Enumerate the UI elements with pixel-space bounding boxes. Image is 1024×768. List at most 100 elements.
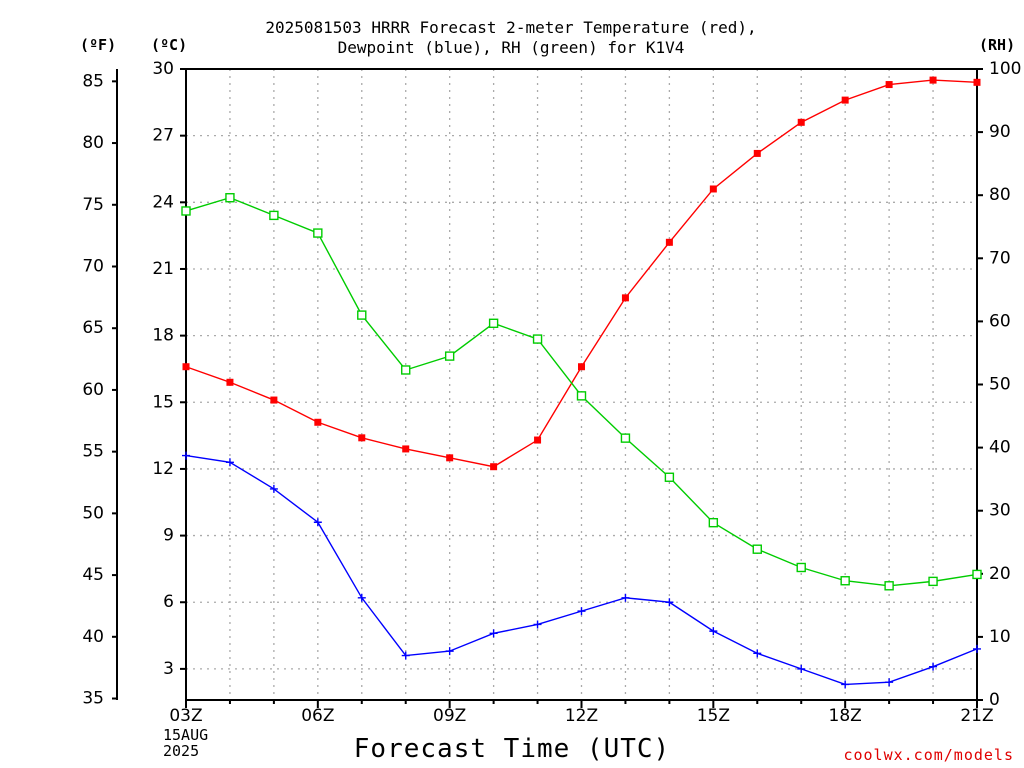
x-tick-label: 06Z xyxy=(301,706,334,726)
dewpoint-point xyxy=(313,518,322,527)
temperature-point xyxy=(885,81,893,89)
temperature-point xyxy=(841,96,849,104)
temperature-point xyxy=(182,363,190,371)
dewpoint-point xyxy=(225,458,234,467)
rh-tick-label: 40 xyxy=(989,438,1011,458)
fahrenheit-tick-label: 35 xyxy=(82,689,104,709)
temperature-point xyxy=(490,463,498,471)
dewpoint-point xyxy=(753,649,762,658)
rh-point xyxy=(752,544,762,554)
celsius-axis-unit: (ºC) xyxy=(151,36,188,54)
rh-point xyxy=(488,318,499,328)
temperature-point xyxy=(402,445,410,453)
x-tick-label: 09Z xyxy=(433,706,466,726)
rh-point xyxy=(181,206,191,216)
fahrenheit-tick-label: 80 xyxy=(82,133,104,153)
temperature-point xyxy=(621,294,629,302)
temperature-point xyxy=(358,434,366,442)
temperature-point xyxy=(709,185,717,193)
fahrenheit-tick-label: 45 xyxy=(82,565,104,585)
x-tick-label: 21Z xyxy=(960,706,993,726)
rh-point xyxy=(972,569,982,580)
x-tick-label: 12Z xyxy=(565,706,598,726)
celsius-tick-label: 18 xyxy=(152,326,174,346)
dewpoint-point xyxy=(797,664,806,673)
dewpoint-point xyxy=(709,627,718,636)
dewpoint-point xyxy=(269,484,278,493)
temperature-point xyxy=(753,149,761,157)
rh-tick-label: 10 xyxy=(989,627,1011,647)
celsius-tick-label: 27 xyxy=(152,126,174,146)
rh-point xyxy=(620,433,631,443)
rh-tick-label: 60 xyxy=(989,311,1011,331)
date-label-year: 2025 xyxy=(163,742,200,760)
celsius-tick-label: 6 xyxy=(163,592,174,612)
celsius-tick-label: 24 xyxy=(152,192,174,212)
rh-point xyxy=(928,576,938,587)
fahrenheit-tick-label: 55 xyxy=(82,442,104,462)
dewpoint-point xyxy=(973,644,981,653)
x-axis-title: Forecast Time (UTC) xyxy=(353,734,671,764)
rh-tick-label: 20 xyxy=(989,564,1011,584)
rh-tick-label: 90 xyxy=(989,122,1011,142)
fahrenheit-tick-label: 85 xyxy=(82,71,104,91)
rh-axis-unit: (RH) xyxy=(979,36,1016,54)
rh-point xyxy=(796,562,806,573)
temperature-point xyxy=(929,76,937,84)
rh-point xyxy=(532,334,543,344)
celsius-tick-label: 3 xyxy=(163,659,174,679)
temperature-point xyxy=(665,238,673,246)
dewpoint-point xyxy=(445,647,454,656)
x-tick-label: 03Z xyxy=(169,706,202,726)
rh-point xyxy=(576,391,587,401)
fahrenheit-tick-label: 65 xyxy=(82,318,104,338)
celsius-tick-label: 15 xyxy=(152,392,174,412)
dewpoint-point xyxy=(489,629,498,638)
dewpoint-point xyxy=(929,662,938,671)
dewpoint-point xyxy=(885,678,894,687)
temperature-point xyxy=(797,118,805,126)
celsius-tick-label: 9 xyxy=(163,526,174,546)
dewpoint-point xyxy=(357,593,366,602)
rh-point xyxy=(269,210,279,221)
temperature-point xyxy=(534,436,542,444)
dewpoint-point xyxy=(577,607,586,616)
credit-text: coolwx.com/models xyxy=(843,746,1014,764)
fahrenheit-axis-unit: (ºF) xyxy=(80,36,117,54)
rh-tick-label: 0 xyxy=(989,690,1000,710)
rh-point xyxy=(225,193,235,203)
rh-tick-label: 70 xyxy=(989,248,1011,268)
dewpoint-point xyxy=(533,620,542,629)
fahrenheit-tick-label: 60 xyxy=(82,380,104,400)
temperature-point xyxy=(973,78,981,86)
dewpoint-point xyxy=(401,651,410,660)
temperature-point xyxy=(226,378,234,386)
temperature-point xyxy=(314,418,322,426)
rh-point xyxy=(840,576,850,586)
dewpoint-point xyxy=(665,598,674,607)
rh-point xyxy=(401,365,411,375)
fahrenheit-tick-label: 50 xyxy=(82,503,104,523)
celsius-tick-label: 21 xyxy=(152,259,174,279)
rh-point xyxy=(664,472,675,482)
x-tick-label: 15Z xyxy=(697,706,730,726)
rh-point xyxy=(884,581,894,591)
rh-tick-label: 80 xyxy=(989,185,1011,205)
rh-tick-label: 50 xyxy=(989,375,1011,395)
rh-point xyxy=(708,517,719,528)
rh-point xyxy=(444,351,455,361)
temperature-point xyxy=(578,363,585,371)
celsius-tick-label: 30 xyxy=(152,59,174,79)
temperature-point xyxy=(270,396,278,404)
rh-point xyxy=(357,310,367,320)
dewpoint-point xyxy=(841,680,850,689)
dewpoint-point xyxy=(621,593,630,602)
fahrenheit-tick-label: 75 xyxy=(82,195,104,215)
rh-tick-label: 30 xyxy=(989,501,1011,521)
fahrenheit-tick-label: 40 xyxy=(82,627,104,647)
rh-tick-label: 100 xyxy=(989,59,1021,79)
fahrenheit-tick-label: 70 xyxy=(82,256,104,276)
celsius-tick-label: 12 xyxy=(152,459,174,479)
